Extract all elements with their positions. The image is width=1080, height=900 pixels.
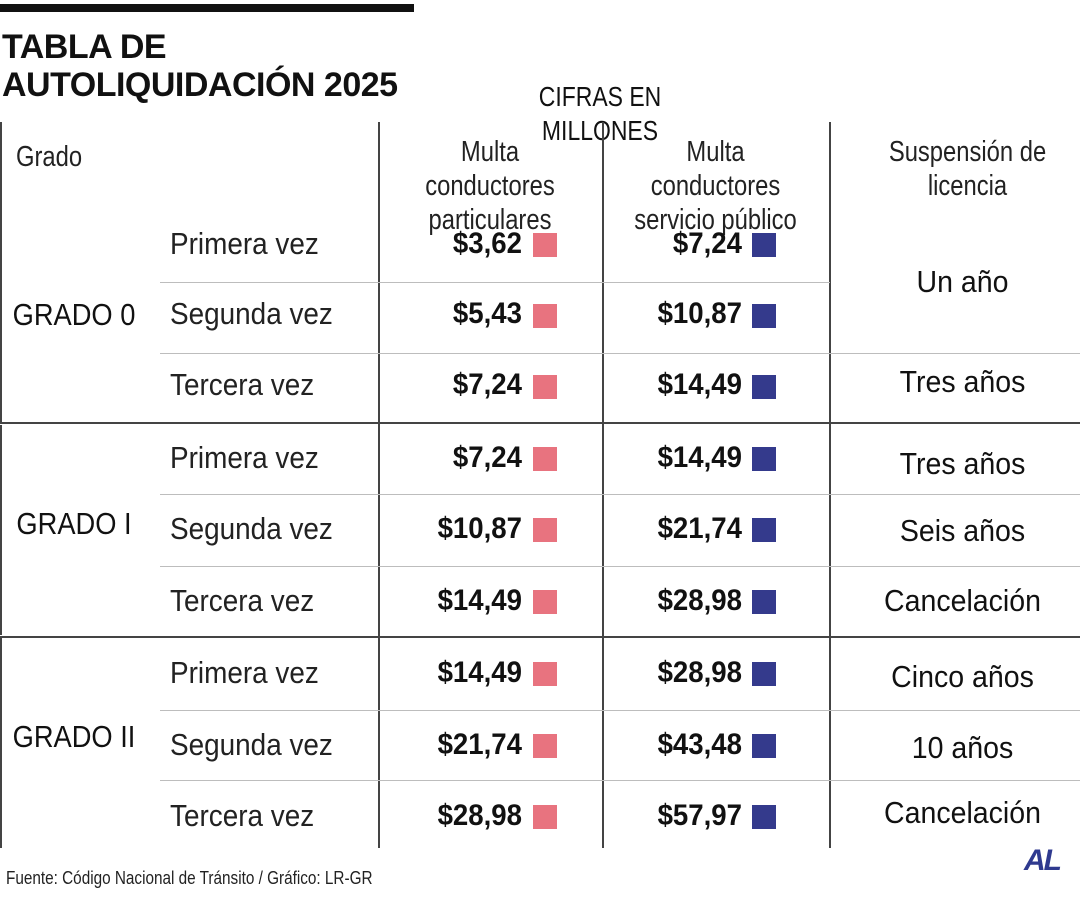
value-publico: $7,24 <box>672 227 742 260</box>
suspension-value: Cancelación <box>884 795 1041 830</box>
occurrence-label: Segunda vez <box>170 296 333 331</box>
header-grado: Grado <box>16 141 83 173</box>
suspension-value: Tres años <box>899 364 1026 399</box>
publico-swatch-icon <box>752 518 776 542</box>
value-publico: $57,97 <box>657 799 742 832</box>
particulares-swatch-icon <box>533 590 557 614</box>
divider-particulares <box>378 122 380 848</box>
row-line <box>160 566 1080 567</box>
value-publico: $14,49 <box>657 441 742 474</box>
top-rule <box>0 4 414 12</box>
suspension-value: Seis años <box>899 513 1026 548</box>
particulares-swatch-icon <box>533 233 557 257</box>
particulares-swatch-icon <box>533 518 557 542</box>
publico-swatch-icon <box>752 447 776 471</box>
value-publico: $14,49 <box>657 368 742 401</box>
divider-publico <box>602 122 604 848</box>
value-publico: $43,48 <box>657 728 742 761</box>
row-line <box>160 494 1080 495</box>
publico-swatch-icon <box>752 734 776 758</box>
left-border-grade1 <box>0 425 2 635</box>
value-particulares: $21,74 <box>437 728 522 761</box>
header-publico: Multa conductores servicio público <box>634 136 797 236</box>
value-particulares: $14,49 <box>437 656 522 689</box>
divider-suspension <box>829 122 831 848</box>
occurrence-label: Segunda vez <box>170 511 333 546</box>
row-line <box>160 710 1080 711</box>
suspension-value: Cinco años <box>891 659 1034 694</box>
suspension-value: Cancelación <box>884 583 1041 618</box>
occurrence-label: Primera vez <box>170 440 319 475</box>
grade-label-2: GRADO II <box>12 719 136 754</box>
occurrence-label: Tercera vez <box>170 583 315 618</box>
publico-swatch-icon <box>752 590 776 614</box>
value-publico: $21,74 <box>657 512 742 545</box>
value-publico: $10,87 <box>657 297 742 330</box>
group-line <box>0 422 1080 424</box>
particulares-swatch-icon <box>533 662 557 686</box>
value-particulares: $14,49 <box>437 584 522 617</box>
grade-label-1: GRADO I <box>16 506 132 541</box>
value-particulares: $7,24 <box>452 441 522 474</box>
occurrence-label: Primera vez <box>170 655 319 690</box>
value-publico: $28,98 <box>657 584 742 617</box>
row-line <box>160 353 1080 354</box>
particulares-swatch-icon <box>533 447 557 471</box>
row-line <box>160 780 1080 781</box>
publico-swatch-icon <box>752 304 776 328</box>
publico-swatch-icon <box>752 375 776 399</box>
grade-label-0: GRADO 0 <box>12 297 136 332</box>
publico-swatch-icon <box>752 662 776 686</box>
occurrence-label: Segunda vez <box>170 727 333 762</box>
value-particulares: $5,43 <box>452 297 522 330</box>
row-line <box>160 282 830 283</box>
suspension-value: 10 años <box>911 730 1014 765</box>
chart-subtitle: CIFRAS EN MILLONES <box>538 81 662 146</box>
header-particulares: Multa conductores particulares <box>425 136 555 236</box>
source-note: Fuente: Código Nacional de Tránsito / Gr… <box>6 868 373 888</box>
value-particulares: $10,87 <box>437 512 522 545</box>
publico-swatch-icon <box>752 805 776 829</box>
chart-title: TABLA DE AUTOLIQUIDACIÓN 2025 <box>2 28 398 104</box>
particulares-swatch-icon <box>533 805 557 829</box>
occurrence-label: Tercera vez <box>170 798 315 833</box>
suspension-value: Un año <box>916 264 1009 299</box>
value-particulares: $3,62 <box>452 227 522 260</box>
header-suspension: Suspensión de licencia <box>888 136 1047 202</box>
group-line <box>0 636 1080 638</box>
occurrence-label: Primera vez <box>170 226 319 261</box>
value-publico: $28,98 <box>657 656 742 689</box>
value-particulares: $7,24 <box>452 368 522 401</box>
particulares-swatch-icon <box>533 734 557 758</box>
left-border-grade0 <box>0 122 2 422</box>
occurrence-label: Tercera vez <box>170 367 315 402</box>
suspension-value: Tres años <box>899 446 1026 481</box>
publico-swatch-icon <box>752 233 776 257</box>
left-border-grade2 <box>0 638 2 848</box>
particulares-swatch-icon <box>533 375 557 399</box>
particulares-swatch-icon <box>533 304 557 328</box>
value-particulares: $28,98 <box>437 799 522 832</box>
publisher-logo: AL <box>1024 844 1062 877</box>
